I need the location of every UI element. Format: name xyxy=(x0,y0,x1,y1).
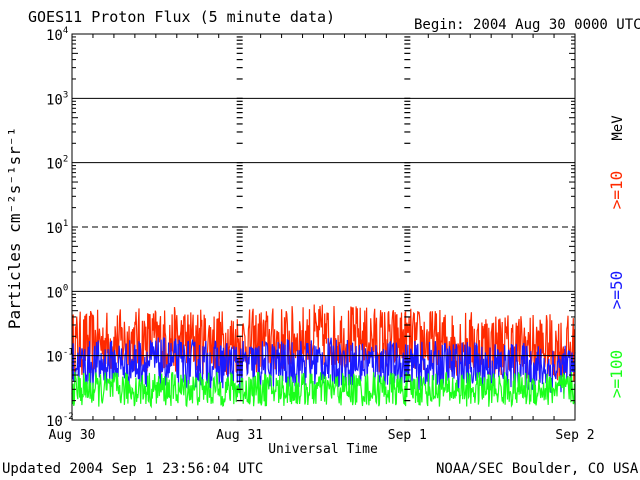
series-line xyxy=(71,371,576,409)
y-tick-label: 10-2 xyxy=(46,412,74,430)
updated-timestamp: Updated 2004 Sep 1 23:56:04 UTC xyxy=(2,461,264,477)
series-line xyxy=(71,304,576,382)
y-tick-label: 102 xyxy=(46,155,68,173)
legend: MeV >=10 >=50 >=100 xyxy=(607,115,626,398)
begin-date: Begin: 2004 Aug 30 0000 UTC xyxy=(414,17,640,33)
y-tick-label: 101 xyxy=(46,219,68,237)
chart-title: GOES11 Proton Flux (5 minute data) xyxy=(28,8,336,26)
legend-unit-mev: MeV xyxy=(610,115,626,141)
y-tick-label: 100 xyxy=(46,283,68,301)
noaa-credit: NOAA/SEC Boulder, CO USA xyxy=(436,461,639,477)
y-tick-label: 103 xyxy=(46,90,68,108)
y-tick-labels: 104 103 102 101 100 10-1 10-2 xyxy=(46,26,74,430)
tick-layer xyxy=(72,34,575,421)
x-tick-label: Sep 2 xyxy=(555,428,594,443)
legend-entry: >=100 xyxy=(607,350,626,398)
legend-entry: >=10 xyxy=(607,171,626,210)
grid-layer xyxy=(72,97,575,357)
x-tick-label: Aug 30 xyxy=(49,428,96,443)
series-layer xyxy=(71,304,576,409)
y-tick-label: 104 xyxy=(46,26,68,44)
y-tick-label: 10-1 xyxy=(46,348,74,366)
series-line xyxy=(71,337,576,394)
x-axis-label: Universal Time xyxy=(268,442,378,457)
y-axis-label: Particles cm⁻²s⁻¹sr⁻¹ xyxy=(5,127,24,329)
x-tick-label: Aug 31 xyxy=(216,428,263,443)
plot-frame xyxy=(71,33,576,421)
x-tick-label: Sep 1 xyxy=(388,428,427,443)
x-tick-labels: Aug 30 Aug 31 Sep 1 Sep 2 xyxy=(49,428,595,443)
legend-entry: >=50 xyxy=(607,271,626,310)
